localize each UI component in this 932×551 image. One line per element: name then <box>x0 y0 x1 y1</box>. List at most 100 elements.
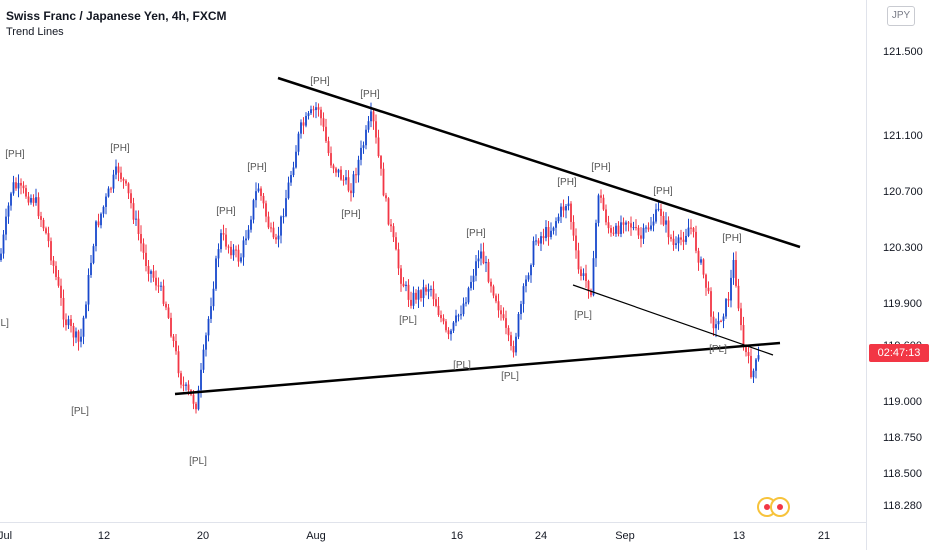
chart-area[interactable]: [PH] [PH] [PH] [PH] [PH] [PH] [PH] [PH] [PH] [PH]… <box>0 0 866 522</box>
candle-body <box>635 227 637 229</box>
candle-body <box>532 240 535 266</box>
candle-body <box>435 299 437 306</box>
time-label: 20 <box>196 530 210 542</box>
candle-body <box>610 228 612 233</box>
candle-body <box>52 260 55 266</box>
candle-body <box>62 297 65 320</box>
candle-body <box>7 205 10 217</box>
candle-body <box>700 259 702 263</box>
candle-body <box>107 188 110 197</box>
candle-body <box>357 159 360 176</box>
candle-body <box>510 335 512 347</box>
candle-body <box>307 113 310 116</box>
candle-body <box>680 237 682 240</box>
candle-body <box>365 129 367 146</box>
candle-body <box>217 249 220 259</box>
indicator-badge-icon[interactable] <box>757 497 793 519</box>
candle-body <box>90 262 92 275</box>
price-chart[interactable]: [PH] [PH] [PH] [PH] [PH] [PH] [PH] [PH] [PH] [PH]… <box>0 0 866 522</box>
candle-body <box>87 274 90 305</box>
candle-body <box>215 258 217 289</box>
candle-body <box>205 335 207 350</box>
candle-body <box>65 319 67 326</box>
descending-trendline[interactable] <box>277 76 801 249</box>
ascending-trendline[interactable] <box>174 341 781 396</box>
candle-body <box>407 284 410 300</box>
candle-body <box>267 216 270 228</box>
price-label: 118.500 <box>883 468 922 480</box>
candle-body <box>480 251 482 259</box>
candle-body <box>495 295 497 302</box>
candle-body <box>142 243 145 253</box>
candle-body <box>477 258 480 262</box>
candle-body <box>612 232 615 234</box>
candle-body <box>675 243 677 245</box>
candle-body <box>92 246 95 263</box>
candle-body <box>187 384 190 391</box>
time-label: Jul <box>0 530 13 542</box>
candle-body <box>752 370 755 378</box>
candle-body <box>67 319 70 326</box>
candle-body <box>82 317 85 337</box>
candle-body <box>117 166 120 173</box>
candle-body <box>355 174 357 176</box>
candle-body <box>212 288 215 307</box>
candle-body <box>525 279 527 287</box>
candle-body <box>275 237 277 240</box>
candle-body <box>670 237 672 239</box>
candle-body <box>172 336 175 341</box>
price-label: 120.300 <box>883 242 923 254</box>
candle-body <box>622 222 625 225</box>
candle-body <box>585 273 587 282</box>
candle-body <box>527 275 530 280</box>
time-label: 16 <box>450 530 464 542</box>
price-label: 121.100 <box>883 130 923 142</box>
candle-body <box>395 237 397 250</box>
candle-body <box>637 227 640 236</box>
price-label: 120.700 <box>883 186 923 198</box>
candle-body <box>325 126 327 142</box>
candle-body <box>485 261 487 264</box>
candle-body <box>277 235 280 240</box>
pivot-high-label: [PH] <box>5 149 25 160</box>
candle-body <box>605 209 607 223</box>
candle-body <box>40 216 42 220</box>
candle-body <box>695 231 697 251</box>
candle-body <box>442 318 445 322</box>
candle-body <box>350 190 352 194</box>
candle-body <box>392 226 395 238</box>
candle-body <box>230 246 232 256</box>
candle-body <box>322 118 325 127</box>
candle-body <box>132 203 135 220</box>
candle-body <box>467 288 470 303</box>
candle-body <box>195 403 197 410</box>
current-price-countdown: 02:47:13 <box>869 344 929 362</box>
candle-body <box>337 169 340 173</box>
candle-body <box>740 308 742 326</box>
candle-body <box>170 317 172 337</box>
candle-body <box>597 195 600 223</box>
pivot-high-label: [PH] <box>591 162 611 173</box>
candle-body <box>745 345 747 353</box>
symbol-title: Swiss Franc / Japanese Yen, 4h, FXCM <box>6 9 227 23</box>
currency-button[interactable]: JPY <box>887 6 915 26</box>
candle-body <box>705 274 707 288</box>
price-axis[interactable]: JPY 121.500 121.100 120.700 120.300 119.… <box>866 0 932 550</box>
candle-body <box>410 299 412 306</box>
candle-body <box>595 222 597 259</box>
candle-body <box>42 219 45 229</box>
candle-body <box>750 355 752 378</box>
candle-body <box>370 111 372 122</box>
candle-body <box>55 265 57 277</box>
candle-body <box>207 318 210 336</box>
candle-body <box>540 236 542 244</box>
candle-body <box>437 305 440 315</box>
candle-body <box>327 141 330 154</box>
candle-body <box>717 320 720 325</box>
time-axis[interactable]: Jul 12 20 Aug 16 24 Sep 13 21 <box>0 522 866 551</box>
candle-body <box>80 336 82 342</box>
candle-body <box>105 196 107 207</box>
candle-body <box>417 290 420 300</box>
candle-body <box>712 316 715 329</box>
channel-trendline[interactable] <box>572 284 774 356</box>
